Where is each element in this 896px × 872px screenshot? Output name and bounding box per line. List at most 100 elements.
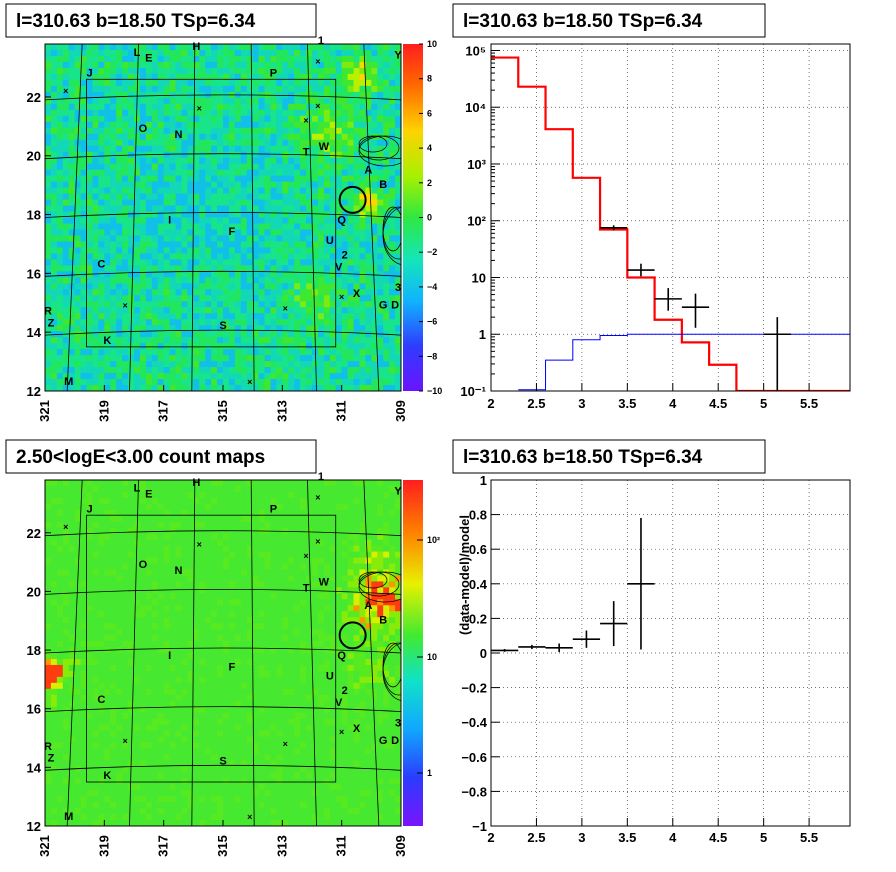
map-cell — [116, 748, 123, 756]
map-cell — [270, 49, 277, 57]
map-cell — [228, 241, 236, 249]
map-cell — [395, 349, 401, 356]
map-cell — [151, 373, 159, 380]
map-cell — [246, 121, 254, 129]
map-cell — [199, 373, 206, 380]
map-cell — [86, 641, 94, 648]
map-cell — [134, 67, 141, 75]
map-cell — [116, 73, 123, 81]
map-cell — [270, 355, 277, 362]
map-cell — [264, 241, 272, 249]
map-cell — [205, 349, 212, 356]
map-cell — [151, 199, 159, 207]
map-cell — [128, 121, 135, 129]
map-cell — [252, 361, 260, 368]
map-cell — [45, 169, 52, 177]
map-cell — [169, 295, 177, 302]
map-cell — [163, 658, 171, 666]
map-cell — [157, 127, 165, 135]
map-cell — [98, 241, 105, 249]
map-cell — [116, 730, 123, 738]
map-cell — [359, 379, 366, 386]
map-cell — [80, 361, 88, 368]
map-cell — [329, 133, 337, 141]
map-cell — [270, 55, 277, 63]
map-cell — [175, 521, 183, 529]
map-cell — [389, 343, 396, 350]
map-cell — [383, 379, 390, 386]
map-cell — [329, 361, 337, 368]
map-cell — [56, 67, 64, 75]
map-cell — [62, 175, 70, 183]
map-cell — [282, 241, 289, 249]
map-cell — [128, 808, 135, 815]
map-cell — [264, 319, 272, 326]
map-cell — [234, 67, 242, 75]
map-cell — [317, 379, 325, 386]
map-cell — [68, 754, 76, 761]
map-cell — [74, 653, 82, 660]
map-cell — [252, 271, 260, 278]
map-cell — [193, 169, 200, 177]
map-cell — [62, 247, 70, 254]
map-cell — [110, 748, 117, 756]
map-cell — [276, 379, 283, 386]
map-cell — [104, 718, 111, 726]
map-cell — [104, 521, 111, 529]
map-cell — [163, 587, 171, 594]
source-label-y: Y — [394, 50, 402, 62]
latitude-line — [45, 212, 401, 218]
map-cell — [341, 373, 349, 380]
map-cell — [139, 44, 147, 51]
map-cell — [62, 587, 70, 594]
map-cell — [282, 133, 289, 141]
map-cell — [157, 115, 165, 123]
map-cell — [217, 187, 224, 195]
map-cell — [211, 145, 218, 153]
map-cell — [187, 313, 194, 320]
map-cell — [169, 271, 177, 278]
map-cell — [300, 343, 307, 350]
map-cell — [282, 55, 289, 63]
map-cell — [389, 361, 396, 368]
source-cross-marker: × — [122, 301, 127, 311]
map-cell — [104, 772, 111, 779]
map-cell — [104, 241, 111, 249]
map-cell — [252, 67, 260, 75]
map-cell — [139, 682, 147, 690]
map-cell — [134, 736, 141, 744]
map-cell — [74, 259, 82, 266]
map-cell — [223, 373, 230, 380]
map-cell — [56, 319, 64, 326]
map-cell — [199, 103, 206, 111]
map-cell — [187, 325, 194, 332]
map-cell — [50, 581, 58, 588]
map-cell — [353, 379, 361, 386]
map-cell — [128, 109, 135, 117]
map-cell — [371, 151, 378, 159]
map-cell — [110, 217, 117, 225]
map-cell — [288, 169, 295, 177]
map-cell — [217, 157, 224, 165]
map-cell — [300, 253, 307, 260]
map-cell — [145, 343, 153, 350]
map-cell — [122, 664, 129, 672]
map-cell — [74, 480, 82, 487]
map-cell — [145, 581, 153, 588]
map-cell — [104, 85, 111, 93]
map-cell — [377, 163, 384, 171]
map-cell — [157, 563, 165, 571]
map-cell — [300, 157, 307, 165]
map-cell — [45, 361, 52, 368]
map-cell — [371, 91, 378, 99]
map-cell — [110, 742, 117, 750]
map-cell — [187, 349, 194, 356]
map-cell — [193, 337, 200, 344]
map-cell — [92, 319, 99, 326]
map-cell — [86, 533, 94, 541]
map-cell — [86, 265, 94, 272]
map-cell — [383, 73, 390, 81]
map-cell — [128, 623, 135, 630]
map-cell — [151, 724, 159, 732]
map-cell — [359, 331, 366, 338]
